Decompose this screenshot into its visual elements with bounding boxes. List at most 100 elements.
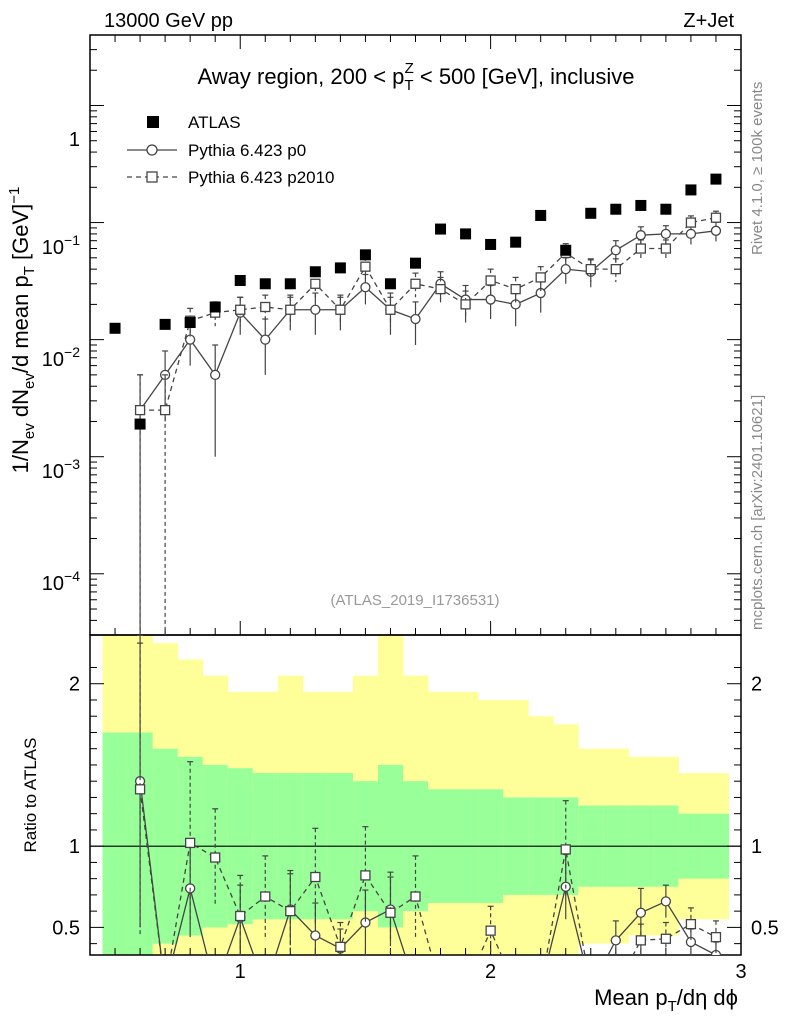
ratio-tick-right-1: 1 — [751, 836, 762, 858]
atlas-point-17 — [535, 209, 547, 221]
series-2-point-9 — [335, 304, 346, 315]
atlas-point-1 — [134, 418, 146, 430]
series-2-point-22 — [660, 243, 672, 254]
atlas-point-24 — [710, 173, 722, 185]
legend-p0-marker — [146, 144, 158, 156]
series-1-point-12 — [410, 313, 421, 325]
atlas-point-8 — [309, 266, 321, 278]
series-2-point-20 — [610, 263, 621, 275]
legend-p0-label: Pythia 6.423 p0 — [188, 141, 306, 160]
series-2-point-6 — [260, 301, 271, 313]
series-2-point-13 — [435, 283, 446, 295]
ratio-axis-title: Ratio to ATLAS — [21, 738, 40, 853]
y-tick-label-1: 1 — [69, 129, 80, 151]
ratio-series-1-point-21 — [635, 907, 646, 918]
y-tick-label-1e-4: 10−4 — [42, 568, 80, 595]
legend-atlas-marker — [147, 116, 159, 128]
series-2-point-10 — [360, 261, 371, 272]
atlas-point-6 — [259, 278, 271, 290]
ratio-tick-left-05: 0.5 — [52, 917, 80, 939]
ratio-series-1-point-8 — [310, 930, 321, 941]
series-2-point-7 — [285, 304, 296, 315]
analysis-id: (ATLAS_2019_I1736531) — [330, 592, 499, 609]
ratio-series-2-point-22 — [660, 933, 672, 944]
ratio-tick-left-1: 1 — [69, 836, 80, 858]
ratio-series-2-point-11 — [385, 907, 396, 918]
ratio-series-1-point-22 — [660, 896, 672, 907]
ratio-series-2-point-6 — [260, 891, 271, 902]
energy-label: 13000 GeV pp — [104, 10, 233, 32]
ratio-series-2-point-8 — [310, 871, 321, 883]
y-tick-label-1e-1: 10−1 — [42, 232, 80, 259]
series-2-point-15 — [485, 275, 496, 286]
x-tick-label-3: 3 — [735, 961, 746, 983]
series-2-point-12 — [410, 278, 421, 289]
ratio-series-2-point-18 — [560, 844, 571, 855]
series-2-point-16 — [510, 283, 521, 295]
atlas-point-0 — [109, 322, 121, 334]
y-tick-label-1e-3: 10−3 — [42, 456, 80, 483]
ratio-series-2-point-12 — [410, 891, 421, 902]
ratio-series-1-point-20 — [610, 935, 621, 946]
ratio-tick-left-2: 2 — [69, 674, 80, 696]
atlas-point-15 — [485, 238, 497, 250]
x-tick-labels: 1 2 3 — [235, 961, 747, 983]
x-tick-label-2: 2 — [485, 961, 496, 983]
ratio-plot-marks — [134, 635, 722, 955]
series-1-point-4 — [210, 369, 221, 381]
atlas-point-9 — [334, 262, 346, 274]
legend-atlas-label: ATLAS — [188, 113, 241, 132]
atlas-point-14 — [460, 228, 472, 240]
series-2-line — [140, 217, 717, 411]
series-2-point-19 — [585, 263, 596, 275]
atlas-point-13 — [435, 223, 447, 235]
atlas-point-21 — [635, 199, 647, 211]
series-1-point-23 — [685, 228, 697, 240]
series-1-point-15 — [485, 294, 496, 305]
mcplots-label: mcplots.cern.ch [arXiv:2401.10621] — [749, 395, 766, 630]
ratio-series-2-point-24 — [710, 931, 722, 943]
series-1-point-20 — [610, 245, 621, 256]
atlas-point-16 — [510, 236, 522, 248]
ratio-series-1-line — [139, 781, 717, 955]
ratio-series-2-point-7 — [285, 905, 296, 917]
series-2-point-1 — [134, 404, 146, 416]
y-tick-label-1e-2: 10−2 — [42, 344, 80, 371]
series-2-point-2 — [159, 404, 171, 416]
y-tick-labels: 1 10−1 10−2 10−3 10−4 — [42, 129, 80, 595]
series-2-point-23 — [685, 217, 697, 228]
series-1-point-3 — [185, 334, 196, 345]
atlas-point-19 — [585, 207, 597, 219]
series-1-point-18 — [560, 263, 571, 275]
series-2-point-14 — [460, 299, 471, 310]
series-1-point-24 — [710, 225, 722, 236]
atlas-point-4 — [209, 301, 221, 313]
legend-p2010-label: Pythia 6.423 p2010 — [188, 168, 335, 187]
ratio-series-2-point-3 — [185, 837, 196, 849]
legend-p2010-marker — [146, 171, 158, 183]
series-1-point-21 — [635, 230, 646, 241]
band-inner-0 — [102, 732, 129, 955]
ratio-tick-right-2: 2 — [751, 674, 762, 696]
atlas-point-18 — [560, 244, 572, 256]
ratio-series-2-point-15 — [485, 925, 496, 936]
legend: ATLAS Pythia 6.423 p0 Pythia 6.423 p2010 — [127, 113, 335, 187]
atlas-point-5 — [234, 274, 246, 286]
series-2-point-11 — [385, 304, 396, 315]
ratio-series-2-point-23 — [685, 918, 697, 930]
ratio-tick-labels: 2 1 0.5 2 1 0.5 — [52, 674, 779, 940]
series-1-point-6 — [260, 334, 271, 345]
ratio-series-2-point-4 — [210, 852, 221, 863]
x-axis-title: Mean pT/dη dϕ — [594, 985, 738, 1015]
series-2-point-8 — [310, 278, 321, 289]
series-1-point-22 — [660, 228, 672, 240]
series-2-point-17 — [535, 272, 546, 283]
atlas-point-22 — [660, 203, 672, 215]
series-1-point-10 — [360, 282, 371, 293]
series-2-point-5 — [235, 304, 246, 315]
atlas-point-11 — [384, 278, 396, 290]
ratio-series-2-line — [139, 789, 717, 955]
ratio-series-2-point-21 — [635, 935, 646, 946]
series-2-point-24 — [710, 212, 722, 223]
ratio-series-2-point-9 — [335, 941, 346, 953]
